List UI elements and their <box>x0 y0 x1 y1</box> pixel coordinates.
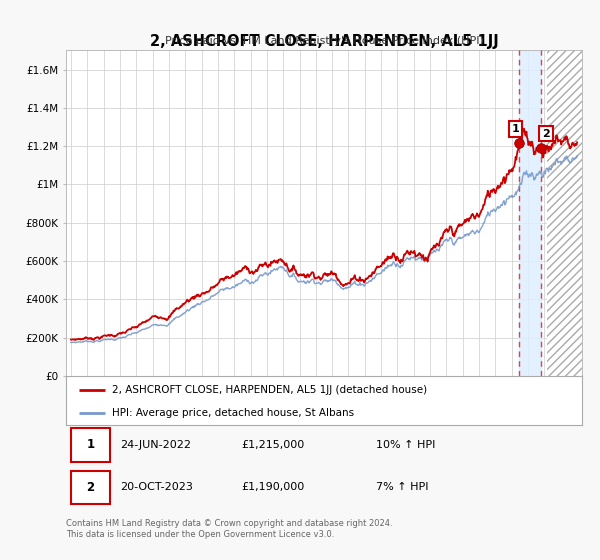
Text: 24-JUN-2022: 24-JUN-2022 <box>120 440 191 450</box>
Text: 10% ↑ HPI: 10% ↑ HPI <box>376 440 435 450</box>
Text: Contains HM Land Registry data © Crown copyright and database right 2024.
This d: Contains HM Land Registry data © Crown c… <box>66 520 392 539</box>
Text: 20-OCT-2023: 20-OCT-2023 <box>120 482 193 492</box>
Text: 7% ↑ HPI: 7% ↑ HPI <box>376 482 428 492</box>
Bar <box>520 50 541 376</box>
Text: 1: 1 <box>512 124 519 134</box>
Title: 2, ASHCROFT CLOSE, HARPENDEN, AL5 1JJ: 2, ASHCROFT CLOSE, HARPENDEN, AL5 1JJ <box>149 34 499 49</box>
Text: Price paid vs. HM Land Registry's House Price Index (HPI): Price paid vs. HM Land Registry's House … <box>164 36 484 46</box>
Text: £1,215,000: £1,215,000 <box>241 440 305 450</box>
FancyBboxPatch shape <box>71 472 110 505</box>
Text: 2: 2 <box>86 481 94 494</box>
Text: 1: 1 <box>86 438 94 451</box>
Bar <box>547 50 598 376</box>
Text: 2, ASHCROFT CLOSE, HARPENDEN, AL5 1JJ (detached house): 2, ASHCROFT CLOSE, HARPENDEN, AL5 1JJ (d… <box>112 385 428 395</box>
Text: HPI: Average price, detached house, St Albans: HPI: Average price, detached house, St A… <box>112 408 355 418</box>
FancyBboxPatch shape <box>71 428 110 461</box>
Text: £1,190,000: £1,190,000 <box>241 482 305 492</box>
Text: 2: 2 <box>542 129 550 139</box>
